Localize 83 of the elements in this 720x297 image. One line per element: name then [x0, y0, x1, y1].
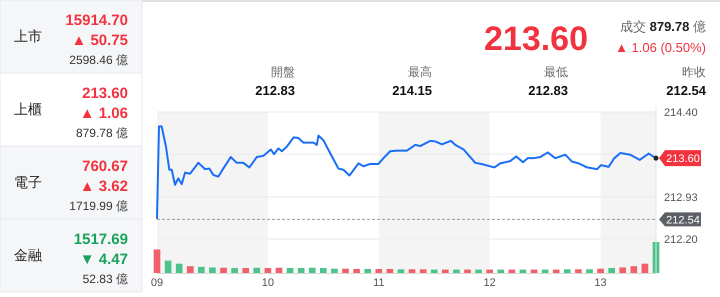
bar	[375, 268, 382, 273]
bar	[630, 266, 638, 273]
bar	[198, 266, 205, 273]
bar	[420, 269, 426, 273]
text: 212.83	[528, 83, 568, 98]
text: 最低	[544, 65, 568, 79]
x-tick-label: 11	[373, 277, 384, 289]
text: 最高	[408, 65, 432, 79]
text: 昨收	[682, 65, 706, 79]
bar	[176, 264, 183, 273]
bar	[286, 268, 294, 273]
bar	[508, 270, 516, 273]
text: 52.83 億	[82, 272, 128, 286]
category-label: 上櫃	[14, 101, 42, 117]
bar	[298, 268, 304, 273]
bar	[242, 268, 250, 273]
y-tick-label: 212.93	[664, 192, 698, 204]
bar	[464, 270, 471, 273]
bar	[442, 270, 449, 273]
bar	[308, 268, 316, 273]
bar	[209, 267, 216, 273]
bar	[220, 268, 227, 273]
category-label: 上市	[14, 28, 42, 44]
bar	[276, 268, 282, 273]
bar	[253, 268, 260, 273]
text: 2598.46 億	[69, 53, 128, 67]
category-label: 電子	[14, 174, 42, 190]
bar	[408, 269, 416, 273]
text: 15914.70	[65, 12, 128, 29]
bar	[652, 242, 660, 273]
annotation: 213.60	[666, 153, 700, 166]
bar	[542, 270, 548, 273]
bar	[386, 268, 394, 273]
text: ▲ 50.75	[71, 32, 128, 49]
bar	[430, 270, 438, 273]
ref-line-label: 212.54	[666, 214, 700, 226]
bar	[575, 269, 582, 273]
bar	[619, 267, 626, 273]
bar	[497, 270, 504, 273]
y-tick-label: 212.20	[664, 234, 698, 246]
text: 1517.69	[74, 231, 128, 248]
bar	[597, 268, 604, 273]
bar	[520, 270, 526, 273]
bar	[186, 266, 194, 273]
bar	[154, 249, 160, 273]
bar	[231, 268, 238, 273]
text: ▲ 1.06 (0.50%)	[615, 40, 706, 55]
chart-title: 213.60	[484, 20, 588, 58]
bar	[320, 268, 327, 273]
bar	[453, 270, 460, 273]
text: 214.15	[392, 83, 432, 98]
bar	[564, 269, 571, 273]
text: 212.83	[255, 83, 295, 98]
x-tick-label: 10	[262, 277, 274, 289]
bar	[608, 268, 615, 273]
x-tick-label: 09	[150, 277, 164, 289]
bar	[364, 268, 372, 273]
x-tick-label: 13	[594, 277, 607, 289]
category-label: 金融	[14, 247, 42, 263]
chart-subtitle: 成交 879.78 億	[620, 19, 706, 34]
text: 1719.99 億	[69, 199, 128, 213]
text: 212.54	[666, 83, 707, 98]
text: ▼ 4.47	[80, 251, 128, 268]
bar	[342, 268, 349, 273]
text: ▲ 3.62	[80, 178, 128, 195]
bar	[530, 270, 538, 273]
bar	[552, 270, 560, 273]
bar	[353, 268, 360, 273]
y-tick-label: 214.40	[664, 107, 698, 119]
bar	[331, 268, 338, 273]
text: ▲ 1.06	[80, 105, 128, 122]
text: 760.67	[82, 158, 128, 175]
bar	[486, 270, 493, 273]
bar	[398, 269, 404, 273]
bar	[264, 268, 272, 273]
bar	[164, 260, 172, 273]
text: 213.60	[82, 85, 128, 102]
bar	[642, 264, 648, 273]
bar	[586, 269, 593, 273]
bar	[475, 270, 482, 273]
text: 開盤	[271, 65, 295, 79]
x-tick-label: 12	[484, 277, 496, 289]
text: 879.78 億	[76, 126, 128, 140]
